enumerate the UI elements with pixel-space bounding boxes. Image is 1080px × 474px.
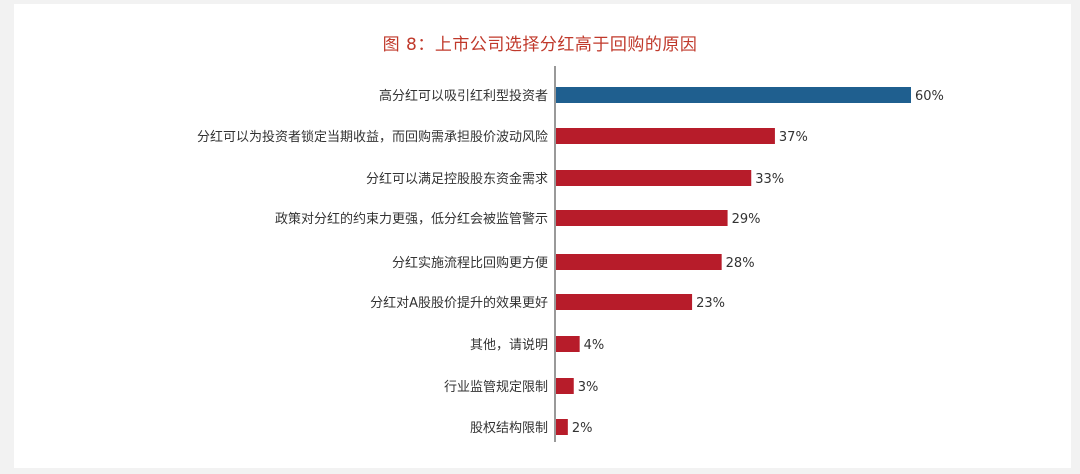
value-label-3: 29%: [732, 212, 761, 227]
bar-3: [556, 210, 728, 226]
category-label-2: 分红可以满足控股股东资金需求: [366, 171, 548, 187]
value-label-7: 3%: [578, 380, 599, 395]
bar-2: [556, 170, 752, 186]
bar-7: [556, 378, 574, 394]
category-label-8: 股权结构限制: [470, 420, 548, 436]
bar-0: [556, 87, 911, 103]
category-label-3: 政策对分红的约束力更强，低分红会被监管警示: [275, 211, 548, 227]
bar-4: [556, 254, 722, 270]
value-label-5: 23%: [696, 296, 725, 311]
value-label-2: 33%: [755, 172, 784, 187]
chart-title: 图 8：上市公司选择分红高于回购的原因: [382, 35, 698, 55]
value-label-6: 4%: [584, 338, 605, 353]
category-label-5: 分红对A股股价提升的效果更好: [370, 295, 548, 311]
value-label-1: 37%: [779, 130, 808, 145]
value-label-8: 2%: [572, 421, 593, 436]
category-label-4: 分红实施流程比回购更方便: [392, 255, 548, 271]
category-label-0: 高分红可以吸引红利型投资者: [379, 88, 548, 104]
bar-1: [556, 128, 775, 144]
bar-8: [556, 419, 568, 435]
value-label-0: 60%: [915, 89, 944, 104]
value-label-4: 28%: [726, 256, 755, 271]
category-label-1: 分红可以为投资者锁定当期收益，而回购需承担股价波动风险: [197, 129, 548, 145]
bar-5: [556, 294, 693, 310]
category-label-6: 其他，请说明: [470, 338, 548, 353]
bar-6: [556, 336, 580, 352]
chart-card: [14, 4, 1071, 468]
category-label-7: 行业监管规定限制: [444, 380, 548, 395]
